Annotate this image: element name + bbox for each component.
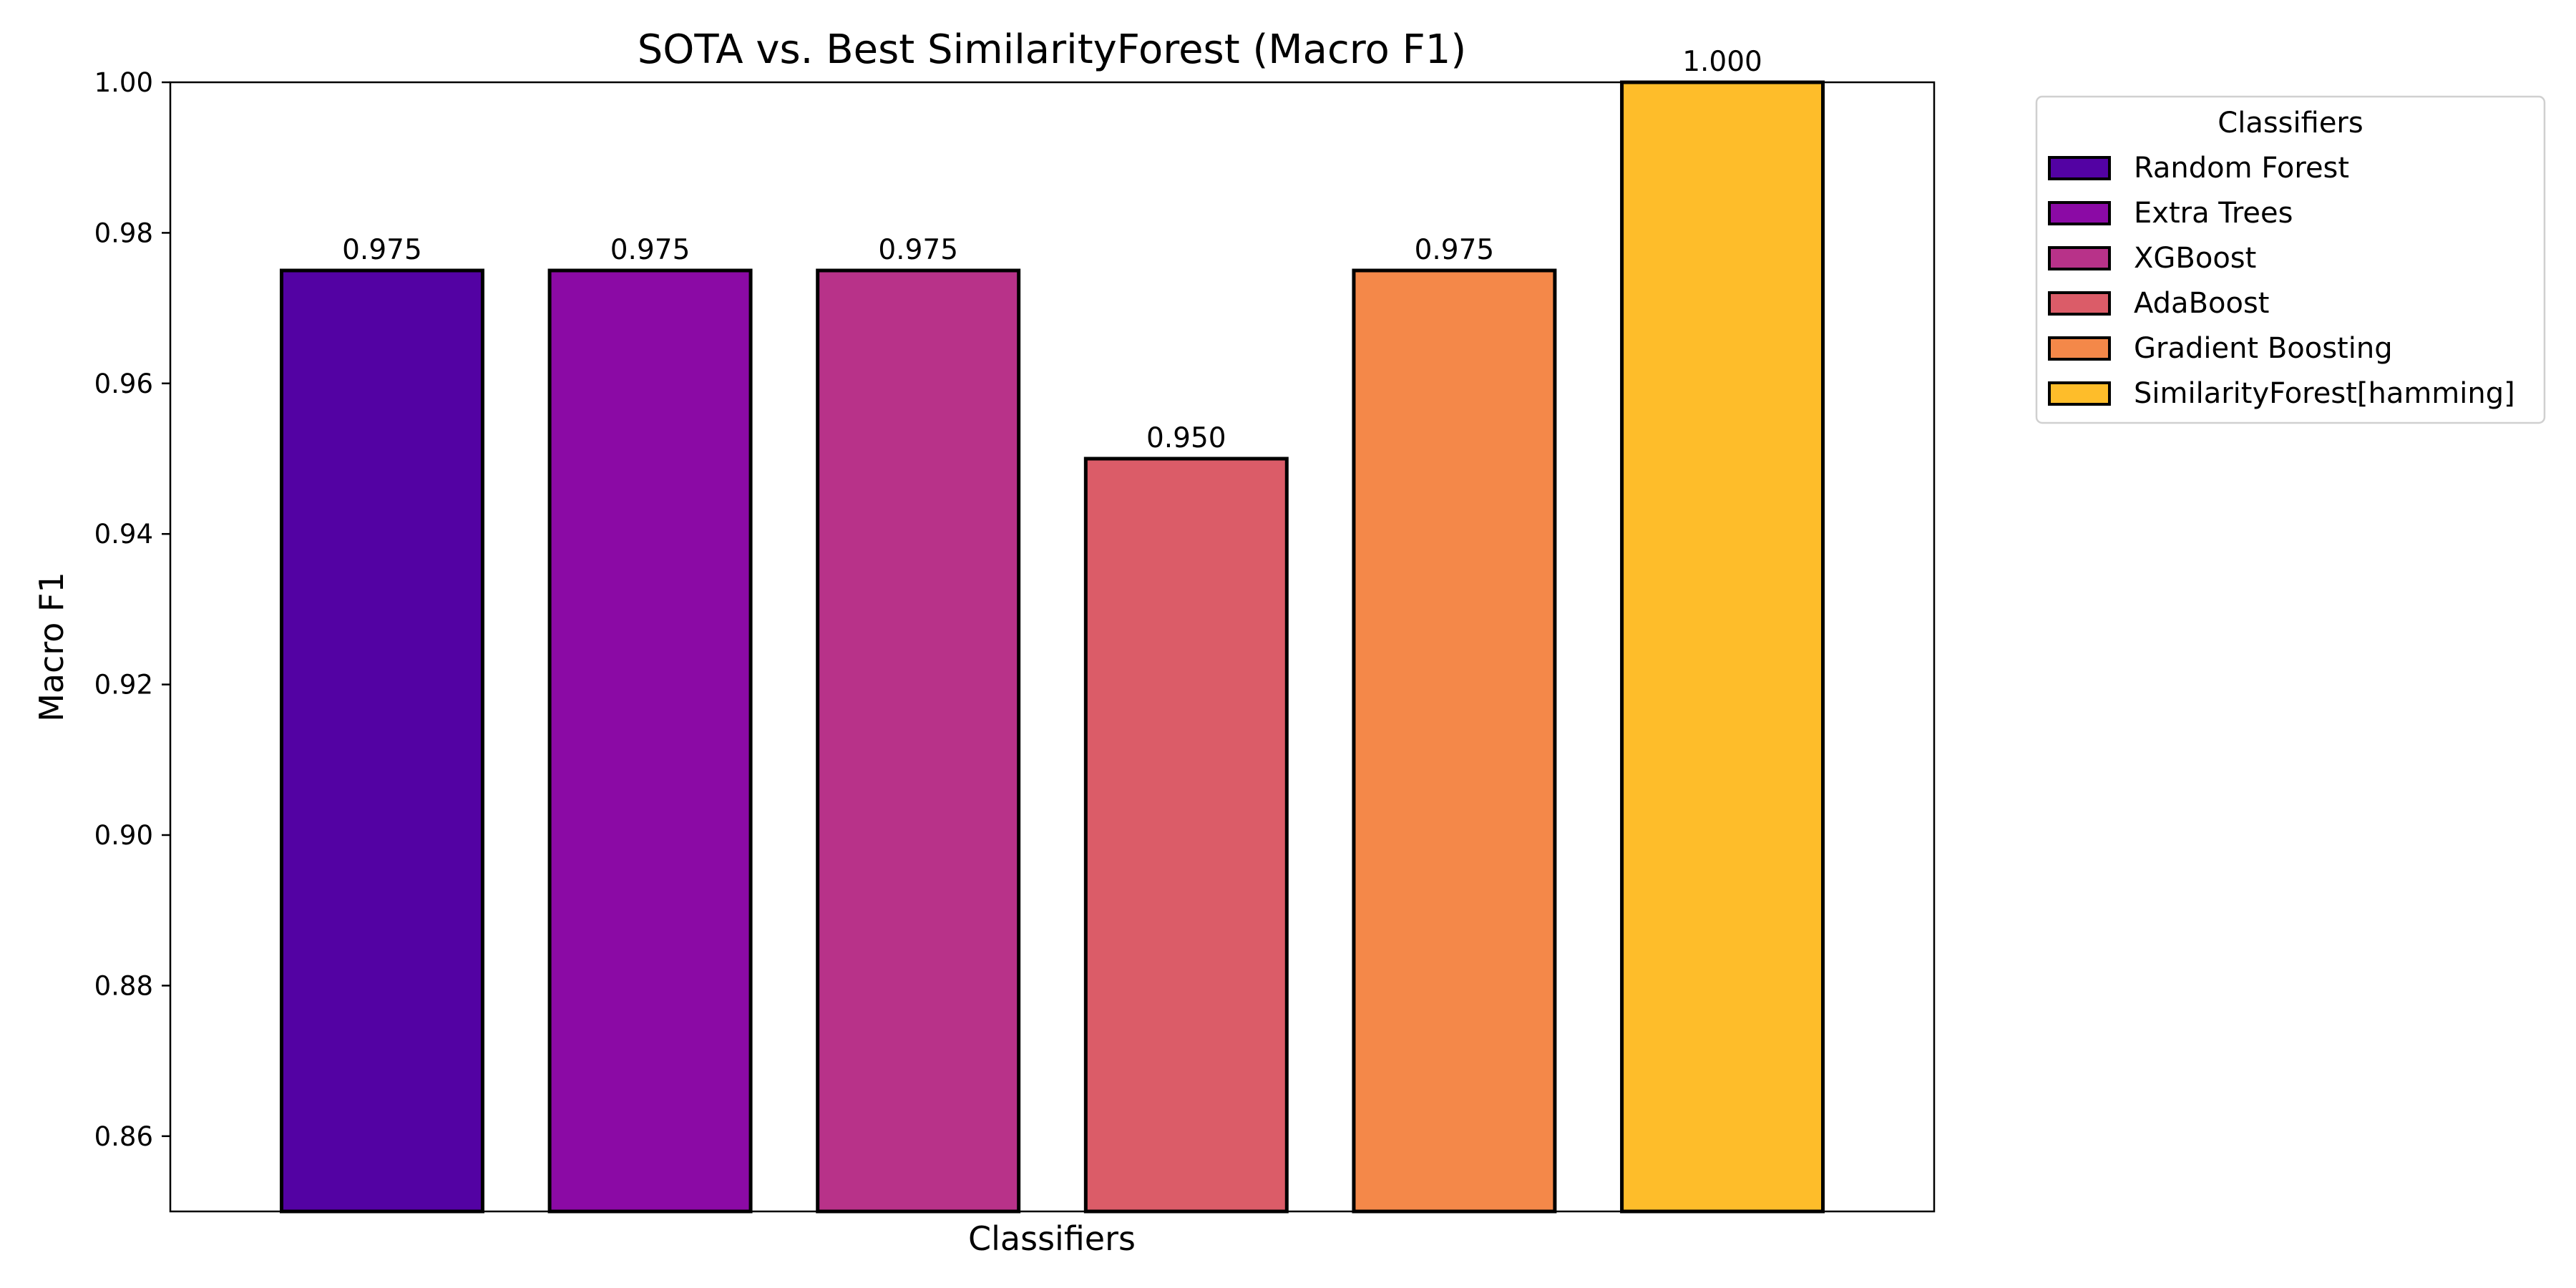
data-label: 0.975 [1415,234,1495,266]
legend-swatch [2048,336,2111,361]
legend-swatch [2048,156,2111,180]
legend-label: SimilarityForest[hamming] [2134,377,2515,410]
y-tick-label: 0.96 [94,369,153,399]
bar-gradient-boosting [1352,268,1557,1214]
bar-xgboost [816,268,1021,1214]
legend-label: Extra Trees [2134,197,2293,230]
plot-frame [169,81,1936,1213]
legend-swatch [2048,381,2111,406]
y-tick-label: 0.90 [94,820,153,851]
legend-label: Gradient Boosting [2134,332,2393,365]
data-label: 0.950 [1146,422,1226,454]
bars-layer [279,80,1825,1214]
legend-swatch [2048,201,2111,225]
bar-extra-trees [547,268,753,1214]
bar-adaboost [1083,457,1289,1214]
y-tick-label: 0.94 [94,519,153,550]
y-tick-label: 1.00 [94,67,153,98]
legend-title: Classifiers [2218,107,2363,140]
legend-label: AdaBoost [2134,287,2269,320]
legend-label: Random Forest [2134,152,2349,185]
x-axis-label: Classifiers [968,1219,1136,1258]
chart-title: SOTA vs. Best SimilarityForest (Macro F1… [638,26,1467,73]
legend-items: Random Forest Extra Trees XGBoost AdaBoost G… [2048,152,2515,410]
legend-label: XGBoost [2134,242,2256,275]
legend-swatch [2048,291,2111,316]
y-tick-label: 0.88 [94,970,153,1001]
y-axis-label: Macro F1 [32,572,71,722]
data-label: 0.975 [342,234,422,266]
bar-similarityforest-hamming [1620,80,1825,1214]
data-label: 1.000 [1682,46,1762,78]
y-tick-label: 0.86 [94,1121,153,1152]
legend: Classifiers Random Forest Extra Trees XGBo… [2035,95,2546,424]
legend-swatch [2048,246,2111,270]
legend-box [2035,95,2546,424]
y-tick-label: 0.98 [94,218,153,248]
data-label: 0.975 [878,234,958,266]
y-tick-label: 0.92 [94,670,153,701]
data-label: 0.975 [610,234,691,266]
y-axis: 0.86 0.88 0.90 0.92 0.94 0.96 0.98 1.00 [94,67,170,1152]
bar-random-forest [279,268,484,1214]
data-labels-layer: 0.975 0.975 0.975 0.950 0.975 1.000 [342,46,1762,454]
